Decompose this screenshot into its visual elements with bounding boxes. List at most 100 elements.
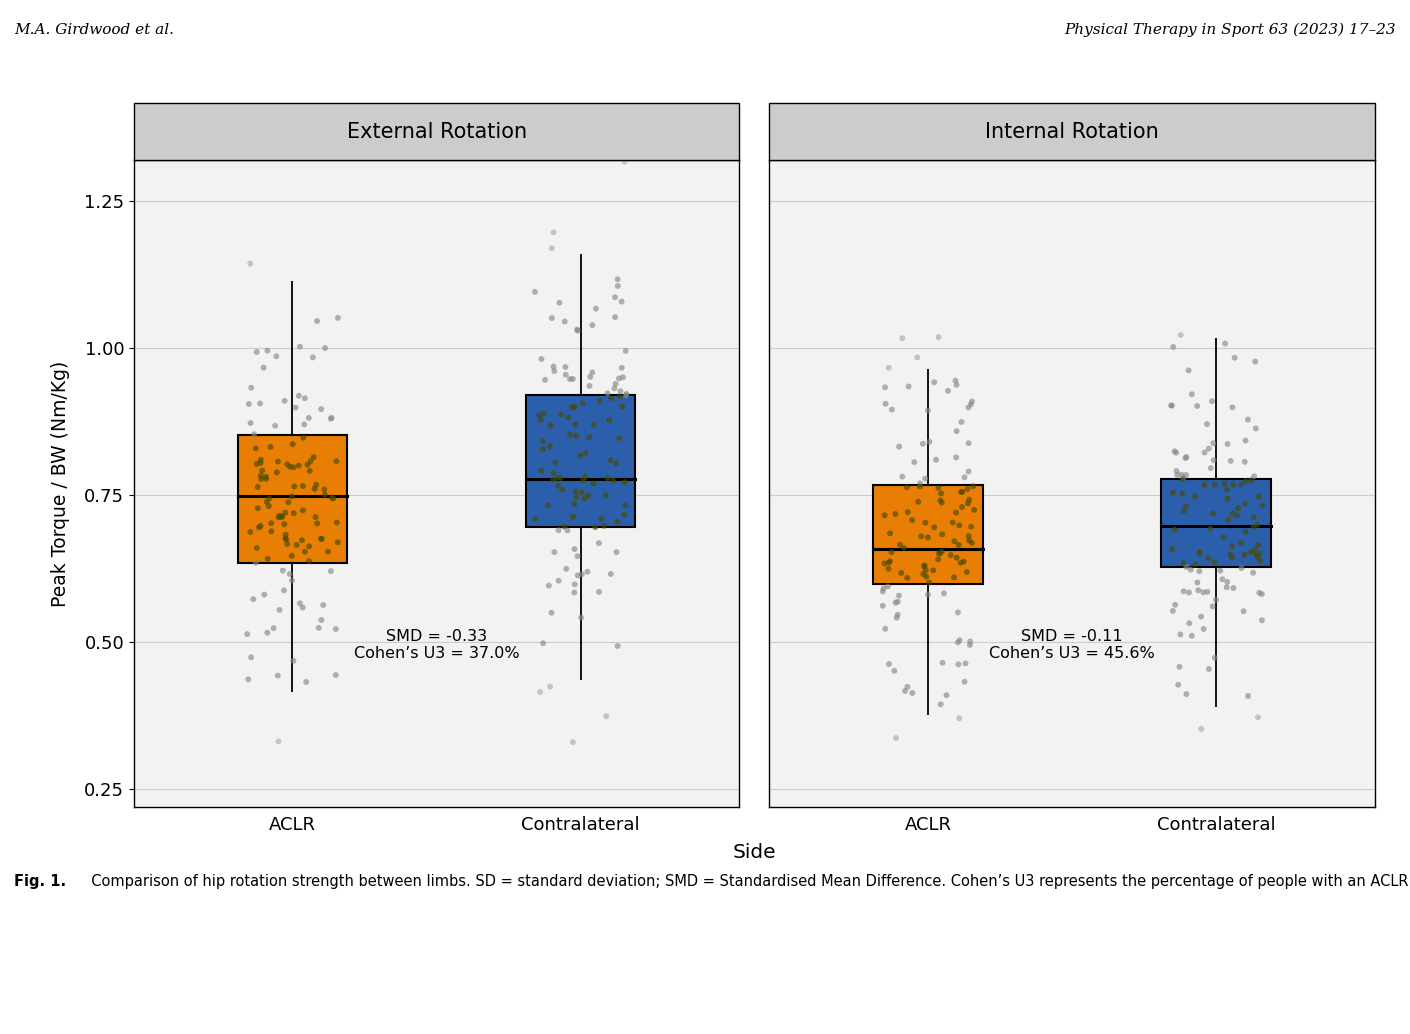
Point bbox=[281, 572, 303, 588]
Point bbox=[244, 440, 266, 457]
Point bbox=[1244, 354, 1266, 370]
Point bbox=[540, 310, 563, 327]
Point bbox=[928, 545, 950, 561]
Point bbox=[293, 417, 316, 433]
Point bbox=[1237, 688, 1259, 704]
Point bbox=[918, 574, 940, 590]
Point bbox=[547, 573, 570, 589]
Point bbox=[1251, 586, 1273, 603]
Point bbox=[1184, 556, 1207, 573]
Point bbox=[1186, 398, 1208, 415]
Point bbox=[953, 553, 976, 570]
Point bbox=[1211, 571, 1234, 587]
Point bbox=[250, 518, 272, 535]
Point bbox=[874, 379, 897, 396]
Point bbox=[268, 508, 290, 524]
Point bbox=[554, 366, 577, 383]
Point bbox=[878, 656, 901, 672]
Point bbox=[556, 522, 578, 539]
Point bbox=[1234, 432, 1256, 449]
Point bbox=[1196, 416, 1218, 432]
Point bbox=[276, 536, 299, 552]
Point bbox=[274, 530, 296, 547]
Point bbox=[561, 509, 584, 525]
Point bbox=[1251, 612, 1273, 629]
Point bbox=[265, 464, 288, 481]
Point bbox=[1239, 473, 1262, 489]
Point bbox=[570, 448, 592, 464]
Point bbox=[581, 316, 603, 333]
Point bbox=[1227, 508, 1249, 524]
Point bbox=[1180, 561, 1203, 578]
Point bbox=[890, 565, 912, 581]
Point bbox=[255, 493, 278, 510]
Point bbox=[893, 540, 915, 556]
Point bbox=[606, 638, 629, 655]
Point bbox=[327, 534, 350, 550]
Point bbox=[563, 495, 585, 512]
Point bbox=[945, 505, 967, 521]
Point bbox=[564, 416, 587, 432]
Text: Physical Therapy in Sport 63 (2023) 17–23: Physical Therapy in Sport 63 (2023) 17–2… bbox=[1065, 23, 1396, 37]
Point bbox=[929, 485, 952, 501]
Point bbox=[327, 309, 350, 326]
Point bbox=[251, 462, 274, 479]
Point bbox=[1215, 481, 1238, 497]
Point bbox=[1214, 476, 1237, 492]
Point bbox=[563, 541, 585, 557]
Point bbox=[1203, 554, 1225, 571]
Point bbox=[289, 595, 312, 611]
Point bbox=[1190, 721, 1213, 737]
Point bbox=[540, 605, 563, 621]
Point bbox=[1197, 550, 1220, 567]
Point bbox=[320, 409, 343, 426]
Point bbox=[928, 329, 950, 345]
Point bbox=[543, 359, 565, 375]
Bar bbox=[526, 395, 636, 527]
Point bbox=[1221, 538, 1244, 554]
Text: Side: Side bbox=[733, 843, 776, 861]
Point bbox=[259, 523, 282, 540]
Point bbox=[615, 387, 637, 403]
Point bbox=[926, 480, 949, 496]
Point bbox=[887, 594, 909, 610]
Point bbox=[1197, 661, 1220, 677]
Point bbox=[891, 330, 914, 346]
Point bbox=[897, 504, 919, 520]
Point bbox=[596, 469, 619, 486]
Point bbox=[939, 547, 962, 564]
Text: External Rotation: External Rotation bbox=[347, 122, 527, 142]
Point bbox=[931, 543, 953, 559]
Point bbox=[1242, 519, 1265, 536]
Point bbox=[901, 512, 924, 528]
Point bbox=[894, 682, 917, 699]
Point bbox=[317, 543, 340, 559]
Point bbox=[952, 484, 974, 500]
Point bbox=[240, 379, 262, 396]
Point bbox=[525, 511, 547, 527]
Point bbox=[1175, 449, 1197, 465]
Point bbox=[550, 406, 572, 423]
Point bbox=[1191, 584, 1214, 601]
Point bbox=[571, 472, 594, 488]
Point bbox=[580, 368, 602, 385]
Point bbox=[608, 370, 630, 387]
Point bbox=[1160, 397, 1183, 414]
Point bbox=[1172, 469, 1194, 486]
Point bbox=[960, 396, 983, 413]
Point bbox=[888, 587, 911, 604]
Point bbox=[539, 438, 561, 455]
Point bbox=[310, 612, 333, 629]
Point bbox=[1201, 598, 1224, 614]
Point bbox=[532, 433, 554, 450]
Point bbox=[554, 359, 577, 375]
Point bbox=[1160, 541, 1183, 557]
Point bbox=[282, 505, 305, 521]
Point bbox=[613, 497, 636, 514]
Point bbox=[577, 564, 599, 580]
Point bbox=[1242, 468, 1265, 485]
Point bbox=[1193, 620, 1215, 637]
Point bbox=[262, 620, 285, 637]
Point bbox=[1200, 460, 1222, 477]
Point bbox=[949, 554, 971, 571]
